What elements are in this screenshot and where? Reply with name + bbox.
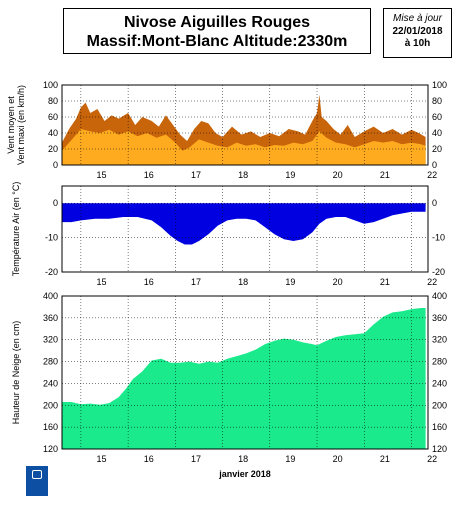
wind-ytick-right: 60 (432, 112, 442, 122)
snow-ytick-right: 280 (432, 357, 447, 367)
wind-ytick-left: 80 (48, 96, 58, 106)
snow-xtick: 22 (427, 454, 437, 464)
wind-xtick: 17 (191, 170, 201, 180)
temperature-ytick-left: -10 (45, 233, 58, 243)
wind-ylabel: Vent moyen et (6, 96, 16, 154)
temperature-ylabel: Température Air (en °C) (11, 182, 21, 277)
wind-xtick: 18 (238, 170, 248, 180)
snow-ytick-right: 120 (432, 444, 447, 454)
snow-ytick-right: 360 (432, 313, 447, 323)
snow-xtick: 17 (191, 454, 201, 464)
wind-ytick-right: 100 (432, 80, 447, 90)
wind-xtick: 22 (427, 170, 437, 180)
wind-ytick-left: 60 (48, 112, 58, 122)
update-label: Mise à jour (393, 13, 442, 24)
temperature-ytick-right: -20 (432, 267, 445, 277)
temperature-xtick: 20 (333, 277, 343, 287)
meteo-france-logo (26, 466, 48, 496)
temperature-xtick: 22 (427, 277, 437, 287)
snow-ytick-left: 120 (43, 444, 58, 454)
snow-ytick-left: 320 (43, 335, 58, 345)
snow-xtick: 19 (285, 454, 295, 464)
snow-ytick-right: 400 (432, 291, 447, 301)
temperature-ytick-left: -20 (45, 267, 58, 277)
snow-ylabel: Hauteur de Neige (en cm) (11, 321, 21, 425)
temperature-xtick: 18 (238, 277, 248, 287)
wind-ytick-right: 20 (432, 144, 442, 154)
snow-ytick-right: 320 (432, 335, 447, 345)
snow-xtick: 20 (333, 454, 343, 464)
wind-frame (61, 84, 429, 166)
snow-xtick: 18 (238, 454, 248, 464)
wind-mean-area (62, 129, 426, 165)
snow-xlabel: janvier 2018 (218, 469, 271, 479)
wind-ytick-left: 100 (43, 80, 58, 90)
wind-ytick-right: 0 (432, 160, 437, 170)
chart-title-box: Nivose Aiguilles Rouges Massif:Mont-Blan… (63, 8, 371, 54)
temperature-xtick: 16 (144, 277, 154, 287)
temperature-ytick-right: -10 (432, 233, 445, 243)
update-date: 22/01/2018 (392, 26, 443, 37)
snow-ytick-right: 200 (432, 400, 447, 410)
wind-xtick: 19 (285, 170, 295, 180)
temperature-xtick: 19 (285, 277, 295, 287)
temperature-xtick: 21 (380, 277, 390, 287)
snow-xtick: 15 (96, 454, 106, 464)
logo-mark-icon (32, 470, 42, 479)
snow-ytick-left: 280 (43, 357, 58, 367)
station-title: Nivose Aiguilles Rouges (123, 14, 311, 31)
update-stamp: Mise à jour 22/01/2018 à 10h (383, 8, 452, 58)
temperature-temp-area (62, 203, 426, 245)
wind-ytick-left: 40 (48, 128, 58, 138)
snow-ytick-left: 240 (43, 378, 58, 388)
temperature-xtick: 15 (96, 277, 106, 287)
snow-ytick-left: 400 (43, 291, 58, 301)
wind-ytick-left: 0 (53, 160, 58, 170)
wind-xtick: 16 (144, 170, 154, 180)
wind-xtick: 20 (333, 170, 343, 180)
wind-ytick-right: 40 (432, 128, 442, 138)
snow-ytick-left: 160 (43, 422, 58, 432)
wind-xtick: 15 (96, 170, 106, 180)
temperature-ytick-left: 0 (53, 198, 58, 208)
wind-ytick-left: 20 (48, 144, 58, 154)
snow-ytick-right: 240 (432, 378, 447, 388)
snow-ytick-left: 360 (43, 313, 58, 323)
wind-xtick: 21 (380, 170, 390, 180)
wind-ytick-right: 80 (432, 96, 442, 106)
snow-frame (61, 295, 429, 450)
temperature-xtick: 17 (191, 277, 201, 287)
snow-xtick: 16 (144, 454, 154, 464)
temperature-ytick-right: 0 (432, 198, 437, 208)
update-time: à 10h (404, 38, 431, 49)
station-subtitle: Massif:Mont-Blanc Altitude:2330m (86, 33, 348, 50)
snow-ytick-left: 200 (43, 400, 58, 410)
temperature-frame (61, 185, 429, 273)
snow-height-area (62, 308, 426, 449)
snow-xtick: 21 (380, 454, 390, 464)
snow-ytick-right: 160 (432, 422, 447, 432)
wind-ylabel: Vent maxi (en km/h) (16, 85, 26, 165)
